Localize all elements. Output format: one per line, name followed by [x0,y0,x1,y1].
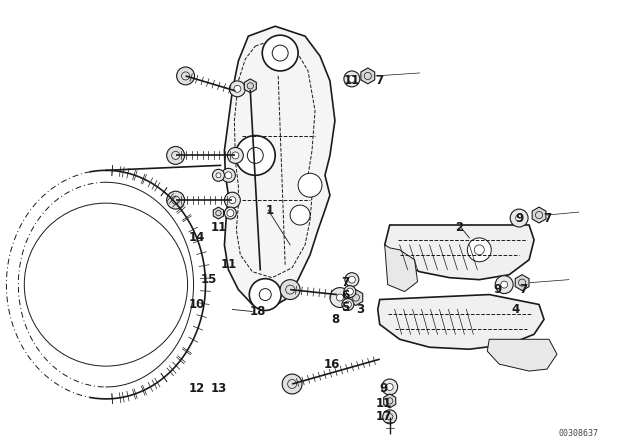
Circle shape [344,286,356,297]
Circle shape [232,152,239,159]
Polygon shape [515,275,529,291]
Text: 3: 3 [356,303,364,316]
Text: 11: 11 [220,258,237,271]
Circle shape [234,86,241,92]
Circle shape [346,288,353,295]
Text: 9: 9 [493,283,501,296]
Circle shape [516,215,523,221]
Text: 7: 7 [376,74,384,87]
Circle shape [386,383,393,391]
Text: 9: 9 [380,383,388,396]
Circle shape [225,192,241,208]
Circle shape [337,294,344,301]
Circle shape [225,172,232,179]
Text: 8: 8 [331,313,339,326]
Text: 7: 7 [519,283,527,296]
Polygon shape [225,26,335,310]
Polygon shape [487,339,557,371]
Circle shape [229,197,236,204]
Text: 7: 7 [543,211,551,224]
Text: 17: 17 [376,410,392,423]
Circle shape [495,276,513,293]
Text: 11: 11 [344,74,360,87]
Text: 15: 15 [200,273,217,286]
Text: 7: 7 [341,276,349,289]
Polygon shape [361,68,374,84]
Circle shape [236,136,275,175]
Circle shape [290,205,310,225]
Text: 6: 6 [340,289,349,302]
Circle shape [177,67,195,85]
Circle shape [342,298,354,310]
Circle shape [250,279,281,310]
Text: 00308637: 00308637 [559,429,599,438]
Text: 10: 10 [188,298,205,311]
Polygon shape [383,394,396,408]
Circle shape [500,281,508,288]
Text: 13: 13 [211,383,227,396]
Circle shape [348,276,355,283]
Circle shape [216,173,221,178]
Polygon shape [385,245,417,292]
Text: 1: 1 [266,203,275,216]
Circle shape [282,374,302,394]
Circle shape [262,35,298,71]
Circle shape [229,81,245,97]
Polygon shape [244,79,257,93]
Circle shape [383,410,397,424]
Text: 11: 11 [376,397,392,410]
Text: 5: 5 [340,301,349,314]
Text: 9: 9 [515,211,524,224]
Circle shape [24,203,188,366]
Text: 12: 12 [188,383,205,396]
Circle shape [344,301,351,308]
Circle shape [225,207,236,219]
Circle shape [348,75,355,82]
Circle shape [345,273,359,287]
Polygon shape [213,207,223,219]
Circle shape [221,168,236,182]
Circle shape [227,147,243,164]
Circle shape [510,209,528,227]
Circle shape [166,191,184,209]
Circle shape [212,169,225,181]
Circle shape [467,238,492,262]
Text: 2: 2 [455,221,463,234]
Circle shape [298,173,322,197]
Polygon shape [385,225,534,280]
Text: 14: 14 [188,232,205,245]
Circle shape [344,71,360,87]
Circle shape [280,280,300,300]
Text: 4: 4 [511,303,519,316]
Circle shape [227,210,234,216]
Polygon shape [532,207,546,223]
Text: 18: 18 [250,305,266,318]
Text: 11: 11 [211,221,227,234]
Circle shape [166,146,184,164]
Polygon shape [378,294,544,349]
Circle shape [381,379,397,395]
Polygon shape [349,289,363,306]
Circle shape [330,288,350,307]
Text: 16: 16 [324,358,340,370]
